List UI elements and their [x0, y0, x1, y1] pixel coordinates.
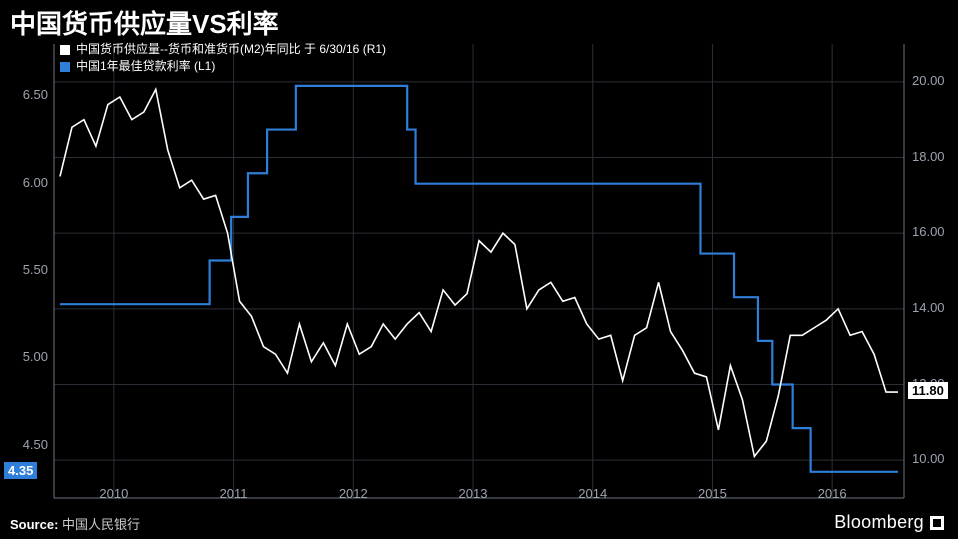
rate-line	[60, 86, 898, 472]
chart-title: 中国货币供应量VS利率	[10, 4, 279, 41]
left-tick-label: 6.00	[23, 175, 48, 190]
right-tick-label: 14.00	[912, 300, 945, 315]
x-tick-label: 2010	[99, 486, 128, 501]
bloomberg-brand: Bloomberg	[834, 512, 944, 533]
x-tick-label: 2015	[698, 486, 727, 501]
x-tick-label: 2012	[339, 486, 368, 501]
right-tick-label: 10.00	[912, 451, 945, 466]
right-tick-label: 16.00	[912, 224, 945, 239]
x-tick-label: 2013	[459, 486, 488, 501]
brand-icon	[930, 516, 944, 530]
x-tick-label: 2011	[220, 486, 248, 501]
x-tick-label: 2016	[818, 486, 847, 501]
right-callout: 11.80	[908, 382, 948, 399]
left-tick-label: 6.50	[23, 87, 48, 102]
right-tick-label: 18.00	[912, 149, 945, 164]
legend-item: 中国1年最佳贷款利率 (L1)	[60, 57, 386, 74]
legend: 中国货币供应量--货币和准货币(M2)年同比 于 6/30/16 (R1)中国1…	[60, 40, 386, 74]
source-line: Source: 中国人民银行	[10, 514, 140, 533]
left-tick-label: 5.50	[23, 262, 48, 277]
chart-container: { "title":{"text":"中国货币供应量VS利率","color":…	[0, 0, 958, 539]
m2-line	[60, 89, 898, 456]
x-tick-label: 2014	[578, 486, 607, 501]
chart-svg	[0, 0, 958, 539]
left-tick-label: 5.00	[23, 349, 48, 364]
right-tick-label: 20.00	[912, 73, 945, 88]
left-tick-label: 4.50	[23, 437, 48, 452]
left-callout: 4.35	[4, 462, 37, 479]
legend-item: 中国货币供应量--货币和准货币(M2)年同比 于 6/30/16 (R1)	[60, 40, 386, 57]
